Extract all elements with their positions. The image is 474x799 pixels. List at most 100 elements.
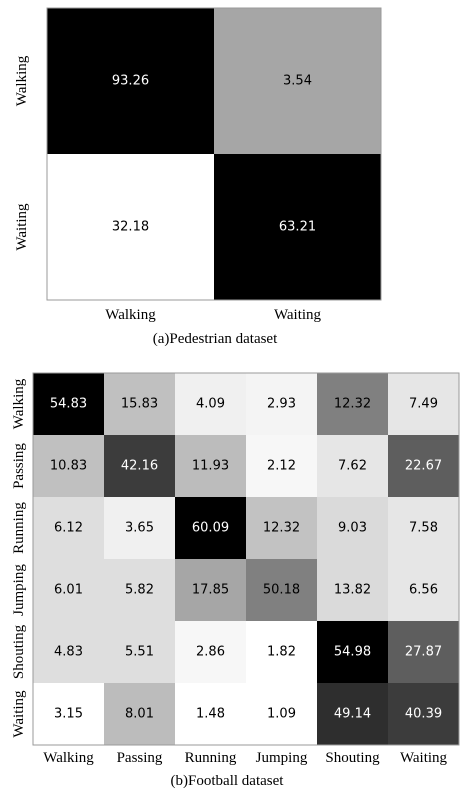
pedestrian-cell-value: 93.26 (112, 74, 149, 89)
football-cell-r2-c1 (33, 435, 104, 497)
football-cell-r6-c6 (388, 683, 459, 745)
football-cell-value: 3.65 (125, 521, 154, 536)
football-cell-value: 11.93 (192, 459, 229, 474)
football-cell-value: 49.14 (334, 707, 371, 722)
football-col-label: Waiting (400, 750, 448, 766)
pedestrian-cell-r2-c1 (47, 154, 214, 300)
football-cell-r5-c3 (175, 621, 246, 683)
pedestrian-cell-r1-c2 (214, 8, 381, 154)
pedestrian-cell-r1-c1 (47, 8, 214, 154)
football-cell-r1-c3 (175, 373, 246, 435)
football-cell-value: 5.82 (125, 583, 154, 598)
football-cell-value: 50.18 (263, 583, 300, 598)
football-cell-r5-c5 (317, 621, 388, 683)
football-cell-value: 2.12 (267, 459, 296, 474)
football-cell-value: 12.32 (263, 521, 300, 536)
football-cell-r2-c5 (317, 435, 388, 497)
football-row-label: Waiting (11, 690, 27, 738)
football-cell-value: 7.49 (409, 397, 438, 412)
pedestrian-cell-value: 32.18 (112, 220, 149, 235)
football-cell-r3-c1 (33, 497, 104, 559)
football-cell-r1-c6 (388, 373, 459, 435)
football-cell-value: 7.58 (409, 521, 438, 536)
pedestrian-cell-r2-c2 (214, 154, 381, 300)
pedestrian-cell-value: 63.21 (279, 220, 316, 235)
football-col-label: Walking (43, 750, 94, 766)
football-cell-r2-c3 (175, 435, 246, 497)
pedestrian-col-label: Walking (105, 307, 156, 323)
football-frame (32, 372, 460, 746)
football-row-label: Running (11, 502, 27, 554)
football-cell-r5-c1 (33, 621, 104, 683)
football-cell-r1-c4 (246, 373, 317, 435)
football-cell-r2-c2 (104, 435, 175, 497)
football-cell-r3-c6 (388, 497, 459, 559)
football-row-label: Shouting (11, 624, 27, 679)
football-cell-r3-c3 (175, 497, 246, 559)
football-cell-value: 15.83 (121, 397, 158, 412)
football-col-label: Passing (117, 750, 163, 766)
pedestrian-col-label: Waiting (274, 307, 322, 323)
football-cell-r4-c6 (388, 559, 459, 621)
football-col-label: Shouting (325, 750, 380, 766)
football-cell-value: 2.93 (267, 397, 296, 412)
football-cell-value: 6.12 (54, 521, 83, 536)
football-cell-value: 12.32 (334, 397, 371, 412)
football-cell-r3-c5 (317, 497, 388, 559)
football-cell-value: 54.83 (50, 397, 87, 412)
football-cell-value: 8.01 (125, 707, 154, 722)
football-cell-value: 1.09 (267, 707, 296, 722)
football-cell-r2-c6 (388, 435, 459, 497)
football-cell-r4-c3 (175, 559, 246, 621)
football-heatmap: 54.83 15.83 4.09 2.93 12.32 7.49 10.83 42.16 11.… (11, 372, 460, 789)
football-cell-value: 60.09 (192, 521, 229, 536)
football-cell-value: 6.01 (54, 583, 83, 598)
football-cell-r6-c2 (104, 683, 175, 745)
football-cell-r3-c4 (246, 497, 317, 559)
football-cell-value: 1.48 (196, 707, 225, 722)
football-cell-value: 4.09 (196, 397, 225, 412)
football-cell-value: 5.51 (125, 645, 154, 660)
football-cell-r4-c5 (317, 559, 388, 621)
football-cell-value: 2.86 (196, 645, 225, 660)
football-cell-r1-c2 (104, 373, 175, 435)
football-cell-value: 54.98 (334, 645, 371, 660)
football-cell-r5-c4 (246, 621, 317, 683)
football-cell-r4-c2 (104, 559, 175, 621)
football-cell-r6-c1 (33, 683, 104, 745)
pedestrian-caption: (a)Pedestrian dataset (153, 331, 278, 347)
football-cell-value: 42.16 (121, 459, 158, 474)
football-col-label: Running (185, 750, 237, 766)
football-cell-r5-c6 (388, 621, 459, 683)
football-cell-r6-c4 (246, 683, 317, 745)
football-cell-r5-c2 (104, 621, 175, 683)
pedestrian-row-label: Waiting (14, 203, 30, 251)
football-cell-value: 10.83 (50, 459, 87, 474)
football-cell-r3-c2 (104, 497, 175, 559)
football-cell-r4-c4 (246, 559, 317, 621)
football-cell-r2-c4 (246, 435, 317, 497)
football-cell-value: 27.87 (405, 645, 442, 660)
football-row-label: Walking (11, 378, 27, 429)
football-cell-r4-c1 (33, 559, 104, 621)
football-col-label: Jumping (256, 750, 308, 766)
pedestrian-frame (46, 7, 382, 301)
pedestrian-row-label: Walking (14, 55, 30, 106)
football-cell-value: 7.62 (338, 459, 367, 474)
football-cell-r1-c1 (33, 373, 104, 435)
football-cell-value: 17.85 (192, 583, 229, 598)
football-cell-value: 9.03 (338, 521, 367, 536)
football-cell-value: 1.82 (267, 645, 296, 660)
football-cell-value: 13.82 (334, 583, 371, 598)
football-cell-value: 4.83 (54, 645, 83, 660)
pedestrian-heatmap: 93.26 3.54 32.18 63.21 Walking Waiting Walking… (14, 7, 382, 347)
football-row-label: Passing (11, 443, 27, 489)
football-cell-value: 3.15 (54, 707, 83, 722)
football-cell-value: 40.39 (405, 707, 442, 722)
football-cell-r1-c5 (317, 373, 388, 435)
football-caption: (b)Football dataset (171, 773, 285, 789)
football-cell-r6-c5 (317, 683, 388, 745)
football-cell-value: 6.56 (409, 583, 438, 598)
pedestrian-cell-value: 3.54 (283, 74, 312, 89)
football-cell-r6-c3 (175, 683, 246, 745)
